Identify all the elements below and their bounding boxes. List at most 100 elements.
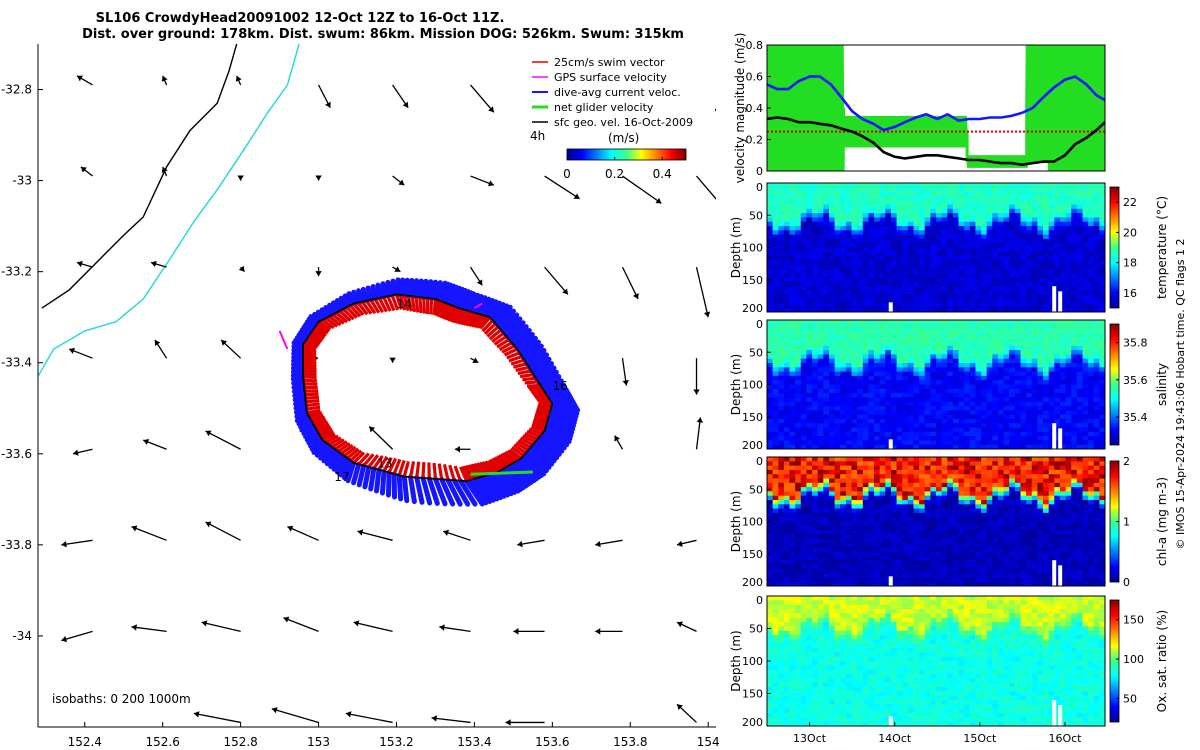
section-cell	[800, 423, 807, 429]
section-cell	[930, 345, 937, 351]
section-cell	[958, 281, 965, 287]
section-cell	[1014, 294, 1022, 300]
section-cell	[823, 534, 830, 540]
section-cell	[772, 461, 779, 467]
section-cell	[778, 230, 785, 236]
section-cell	[812, 530, 819, 535]
map-xtick-label-8: 154	[697, 735, 720, 749]
section-cell	[907, 213, 914, 218]
section-cell	[772, 423, 779, 429]
section-cell	[1043, 234, 1050, 240]
section-cell	[947, 307, 954, 312]
section-cell	[1054, 204, 1061, 210]
section-cell	[1026, 337, 1033, 343]
section-cell	[924, 290, 931, 296]
section-cell	[1020, 217, 1027, 223]
section-cell	[1088, 440, 1095, 446]
section-cell	[998, 221, 1005, 227]
section-cell	[823, 500, 830, 505]
section-cell	[975, 294, 982, 300]
section-cell	[817, 187, 824, 193]
section-cell	[772, 388, 779, 394]
section-cell	[941, 358, 948, 364]
section-cell	[907, 367, 914, 373]
section-cell	[829, 371, 836, 377]
section-cell	[981, 414, 988, 420]
section-cell	[1071, 337, 1078, 343]
section-cell	[902, 345, 909, 351]
section-cell	[969, 230, 976, 236]
section-cell	[845, 427, 853, 433]
current-vector-0	[290, 373, 306, 382]
swim-vector-36	[377, 297, 388, 313]
geo-vector-shaft	[357, 530, 393, 541]
section-cell	[879, 243, 886, 249]
section-cell	[975, 251, 982, 257]
section-cell	[857, 294, 864, 300]
section-cell	[783, 320, 791, 325]
section-cell	[986, 281, 993, 287]
section-cell	[885, 354, 892, 360]
section-cell	[907, 299, 914, 304]
section-cell	[879, 341, 886, 347]
section-cell	[885, 226, 892, 231]
section-cell	[1088, 281, 1095, 287]
geo-vector-12	[315, 175, 322, 181]
section-cell	[1054, 183, 1061, 188]
section-cell	[823, 277, 830, 283]
geo-vector-23	[469, 266, 483, 286]
section-cell	[924, 234, 931, 240]
section-cell	[874, 388, 881, 394]
section-cell	[817, 256, 824, 261]
section-cell	[1099, 290, 1105, 296]
section-cell	[981, 431, 988, 437]
section-cell	[1026, 363, 1033, 368]
section-cell	[936, 277, 943, 283]
section-cell	[829, 324, 836, 330]
section-cell	[964, 281, 971, 287]
section-cell	[1071, 230, 1078, 236]
section-cell	[857, 208, 864, 214]
map-ytick-label-6: -34	[12, 629, 32, 643]
section-cell	[947, 427, 954, 433]
section-cell	[930, 328, 937, 334]
section-cell	[1009, 260, 1016, 266]
section-cell	[834, 469, 841, 475]
geo-vector-20	[238, 265, 246, 273]
section-cell	[1020, 294, 1027, 300]
section-cell	[862, 384, 869, 390]
section-cell	[789, 401, 796, 407]
section-cell	[795, 406, 802, 411]
section-cell	[1043, 393, 1050, 398]
section-cell	[829, 217, 836, 223]
section-cell	[834, 478, 841, 484]
section-cell	[1020, 226, 1027, 231]
section-cell	[845, 371, 853, 377]
section-cell	[913, 414, 920, 420]
section-cell	[840, 534, 847, 540]
current-vector-8	[291, 347, 306, 354]
section-cell	[1031, 401, 1038, 407]
section-cell	[879, 324, 886, 330]
section-cell	[834, 299, 841, 304]
swim-vector-141	[453, 465, 462, 482]
section-cell	[862, 256, 869, 261]
section-cell	[857, 183, 864, 188]
section-cell	[806, 530, 813, 535]
section-cell	[986, 200, 993, 206]
section-cell	[924, 406, 931, 411]
section-cell	[885, 350, 892, 355]
section-cell	[1065, 273, 1072, 279]
section-cell	[829, 547, 836, 553]
section-cell	[924, 388, 931, 394]
swim-vector-115	[519, 436, 534, 447]
section-cell	[879, 388, 886, 394]
section-cell	[958, 290, 965, 296]
section-cell	[1059, 200, 1067, 206]
section-cell	[998, 427, 1005, 433]
section-cell	[941, 397, 948, 403]
section-cell	[975, 299, 982, 304]
section-cell	[1048, 375, 1055, 381]
section-cell	[862, 414, 869, 420]
